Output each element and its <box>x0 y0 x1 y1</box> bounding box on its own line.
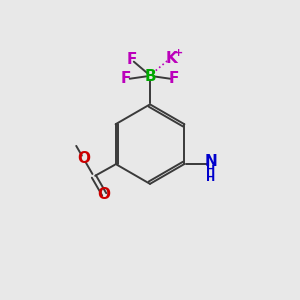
Text: H: H <box>206 173 215 183</box>
Text: F: F <box>127 52 137 67</box>
Text: F: F <box>169 71 179 86</box>
Text: O: O <box>77 151 90 166</box>
Text: O: O <box>98 187 111 202</box>
Text: F: F <box>121 71 131 86</box>
Text: N: N <box>205 154 217 169</box>
Text: H: H <box>206 166 215 176</box>
Text: K: K <box>165 51 177 66</box>
Text: B: B <box>144 69 156 84</box>
Text: +: + <box>174 48 183 59</box>
